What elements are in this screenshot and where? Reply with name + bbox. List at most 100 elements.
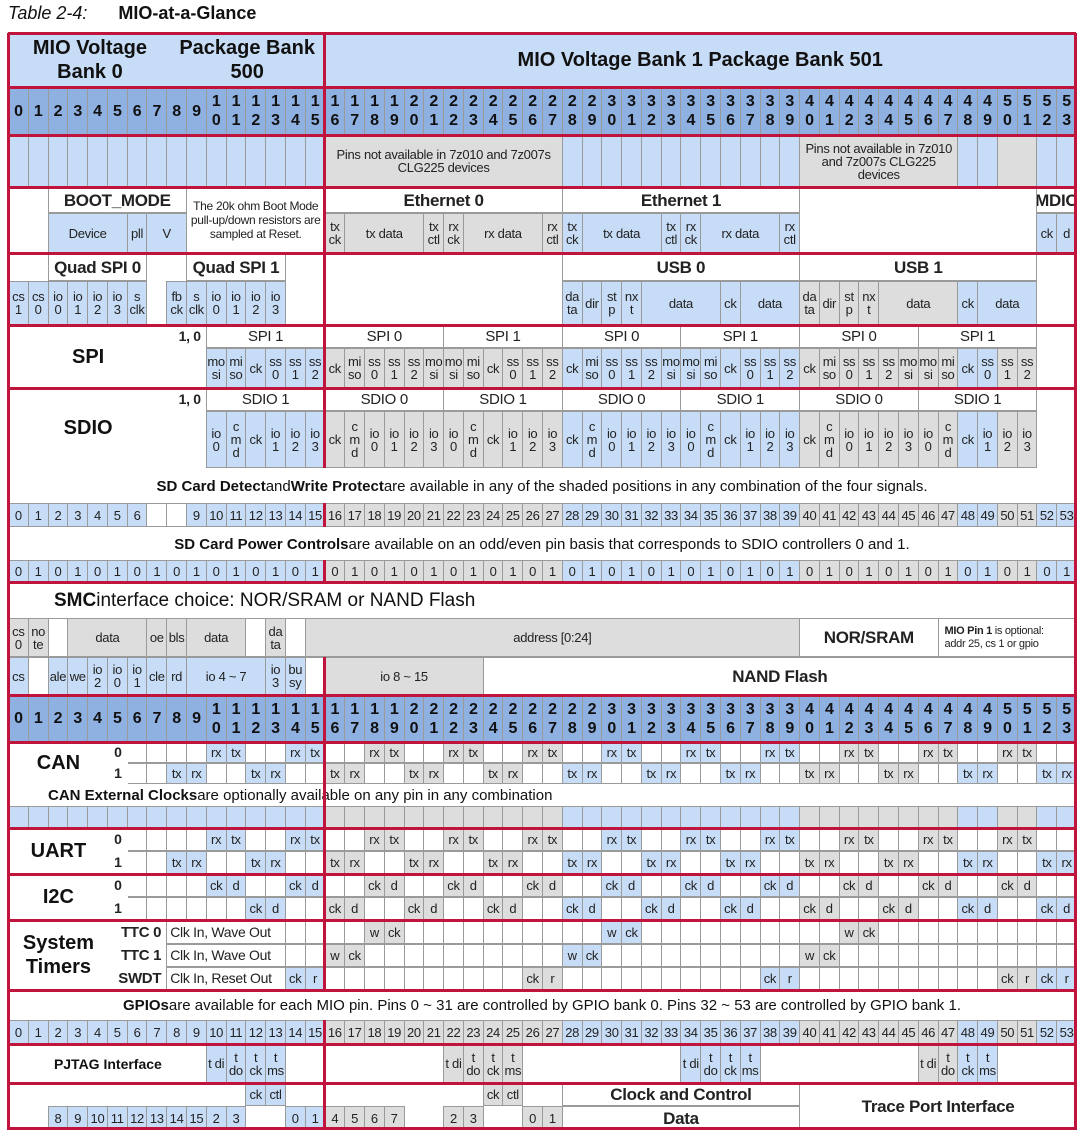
- can0-cell: rx: [601, 742, 623, 763]
- empty-cell: [917, 944, 939, 967]
- uart1-cell: rx: [818, 851, 840, 874]
- ttc0-cell: TTC 0: [106, 920, 168, 944]
- uart0-cell-text: tx: [547, 832, 558, 847]
- swdt-cell-text: SWDT: [118, 970, 162, 987]
- empty-cell: [779, 944, 801, 967]
- can0-cell: rx: [838, 742, 860, 763]
- gpio-pin-text: 1: [34, 1024, 42, 1040]
- pin-cell: 13: [265, 503, 286, 527]
- empty-cell: [996, 920, 1018, 944]
- pin-number: 9: [186, 695, 207, 742]
- pin-number-text: 11: [231, 93, 241, 129]
- gpio-pin-text: 47: [940, 1024, 955, 1040]
- section-divider: [8, 387, 1076, 390]
- section-label-timers: System Timers: [11, 922, 106, 988]
- grp2-cell: USB 1: [799, 253, 1038, 281]
- sdio_s-cell: io 2: [403, 411, 425, 468]
- empty-cell: [720, 742, 741, 763]
- section-divider: [8, 1082, 1076, 1085]
- pin-cell: [898, 806, 919, 828]
- uart1-cell: tx: [324, 851, 346, 874]
- pin-cell: [799, 806, 820, 828]
- pin-cell-text: 0: [766, 563, 774, 579]
- gpio-pin-text: 32: [644, 1024, 659, 1040]
- empty-cell: [878, 944, 899, 967]
- spi_g-cell: SPI 1: [205, 325, 326, 348]
- pjtag-cell: t ck: [245, 1044, 267, 1083]
- pin-number: 46: [917, 87, 939, 135]
- pin-cell-text: 1: [469, 563, 477, 579]
- sd_detect-part: Write Protect: [290, 477, 384, 495]
- i2c1-cell: d: [660, 897, 682, 920]
- uart0-cell-text: tx: [231, 832, 241, 847]
- spi_s-cell-text: ss 1: [1001, 354, 1014, 382]
- uart1-cell: tx: [482, 851, 504, 874]
- empty-cell: [680, 920, 702, 944]
- sig1-cell: tx ctl: [423, 213, 445, 253]
- ttc0-cell-text: w: [607, 924, 617, 940]
- spi_s-cell-text: mi so: [466, 354, 480, 382]
- pjtag-cell-text: t ck: [486, 1049, 500, 1078]
- pin-cell: 34: [680, 503, 702, 527]
- empty-cell: [858, 897, 880, 920]
- empty-cell: [502, 920, 524, 944]
- sig2-cell-text: st p: [844, 289, 854, 317]
- swdt-cell: ck: [996, 967, 1018, 990]
- sdio_s-cell-text: c m d: [823, 419, 835, 460]
- i2c0-cell: d: [542, 874, 563, 897]
- pin-number-text: 26: [528, 93, 537, 129]
- pin-cell: 1: [818, 560, 840, 582]
- can1-cell-text: rx: [191, 766, 202, 781]
- sig1-cell-text: d: [1063, 225, 1071, 241]
- pin-cell-text: 0: [1043, 563, 1051, 579]
- pin-number-text: 45: [904, 93, 913, 129]
- spi_s-cell-text: mi so: [229, 354, 243, 382]
- ttc0-cell-text: ck: [625, 924, 638, 940]
- swdt-cell-text: r: [1025, 971, 1030, 986]
- empty-cell: [383, 851, 405, 874]
- pin-number: 40: [799, 87, 820, 135]
- sdio_s-cell: io 3: [779, 411, 801, 468]
- i2c0-cell: ck: [522, 874, 543, 897]
- can1-cell-text: tx: [250, 766, 261, 781]
- empty-cell: [225, 851, 247, 874]
- uart0-cell: rx: [364, 828, 385, 851]
- smc1-cell: NOR/SRAM: [799, 618, 939, 657]
- sdio_s-cell-text: io 2: [646, 425, 657, 454]
- sig2-cell: io 3: [106, 281, 128, 325]
- pin-cell-text: 24: [486, 507, 500, 523]
- pin-number: 51: [1016, 87, 1038, 135]
- sig1-cell: rx ck: [680, 213, 702, 253]
- empty-cell: [739, 828, 761, 851]
- i2c0-cell-text: ck: [368, 878, 381, 893]
- trace2-cell: 12: [126, 1106, 148, 1130]
- sd_detect-note: SD Card Detect and Write Protect are ava…: [10, 470, 1074, 502]
- bank-divider: [323, 560, 327, 582]
- trace2-cell-text: 2: [212, 1110, 220, 1126]
- pin-cell-text: 1: [390, 563, 398, 579]
- bank-1-header: MIO Voltage Bank 1 Package Bank 501: [324, 33, 1076, 87]
- uart1-cell-text: tx: [330, 855, 340, 870]
- i2c0-cell-text: ck: [605, 878, 619, 893]
- gpio-pin-text: 35: [703, 1024, 718, 1040]
- sig2-cell: data: [977, 281, 1038, 325]
- sdio_s-cell: ck: [482, 411, 504, 468]
- gpio-pin-text: 12: [248, 1024, 263, 1040]
- ttc0-cell-text: Clk In, Wave Out: [170, 923, 271, 940]
- pin-cell-text: 0: [1003, 563, 1011, 579]
- gpio-pin: 26: [522, 1020, 543, 1044]
- can0-cell-text: tx: [310, 745, 320, 760]
- uart1-cell-text: tx: [883, 855, 894, 870]
- uart1-cell: rx: [977, 851, 998, 874]
- pin-number-text: 6: [132, 102, 142, 120]
- i2c1-cell-text: ck: [486, 901, 500, 916]
- pin-cell: [482, 806, 504, 828]
- pin-cell: 19: [383, 503, 405, 527]
- empty-cell: [858, 944, 880, 967]
- can0-cell-text: tx: [231, 745, 241, 760]
- i2c0-cell-text: ck: [1001, 878, 1014, 893]
- pin-cell: [166, 135, 187, 187]
- pin-number: 32: [640, 87, 662, 135]
- sig2-cell: s clk: [126, 281, 148, 325]
- uart0-cell: rx: [838, 828, 860, 851]
